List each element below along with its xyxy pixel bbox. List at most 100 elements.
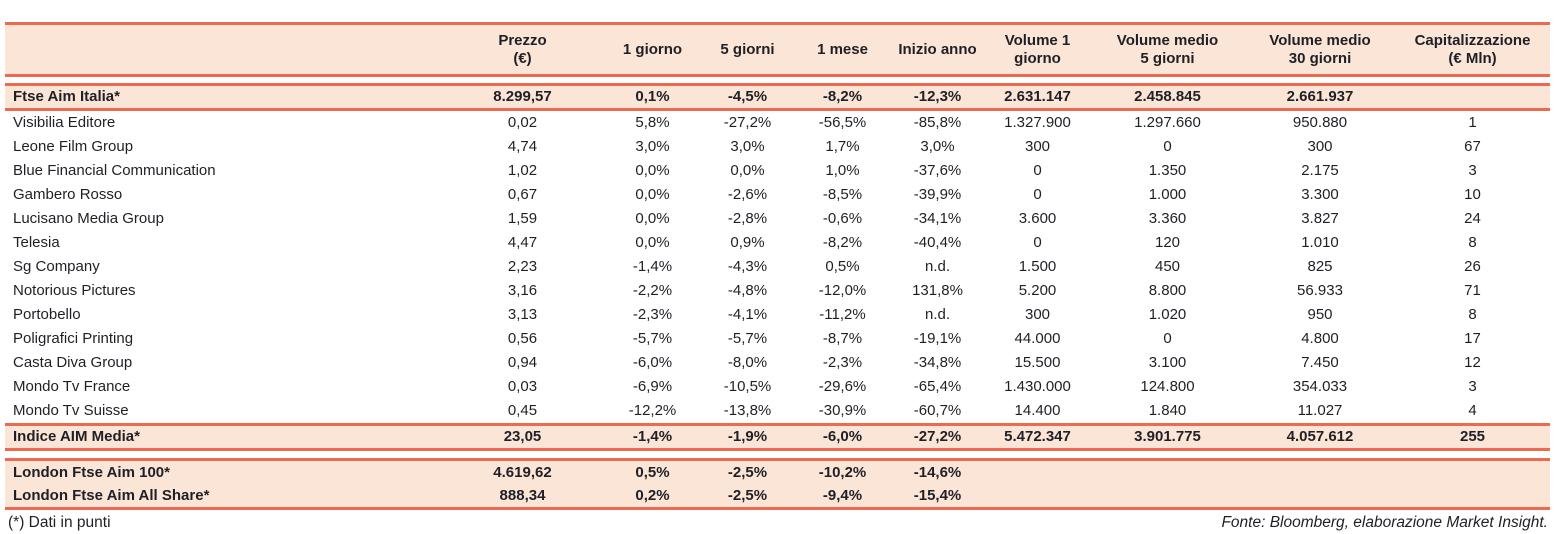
row-label: Mondo Tv France xyxy=(13,378,131,396)
row-label: Gambero Rosso xyxy=(13,186,123,204)
cell-value: 0,94 xyxy=(507,354,538,372)
cell-value: 300 xyxy=(1024,138,1051,156)
cell-value: 120 xyxy=(1154,234,1181,252)
cell-value: 1.350 xyxy=(1148,162,1187,180)
cell-value: 4.800 xyxy=(1301,330,1339,348)
cell-value: 300 xyxy=(1307,138,1333,156)
row-label: Portobello xyxy=(13,306,81,324)
row-label: Visibilia Editore xyxy=(13,114,116,132)
indice-aim-media-row: Indice AIM Media* 23,05 -1,4% -1,9% -6,0% -27… xyxy=(5,426,1550,448)
cell-value: 0,5% xyxy=(825,258,860,276)
cell-value: -15,4% xyxy=(913,486,962,504)
cell-value: n.d. xyxy=(924,306,951,324)
cell-value: 26 xyxy=(1464,258,1481,276)
ftse-aim-italia-band: Ftse Aim Italia* 8.299,57 0,1% -4,5% -8,2% -1… xyxy=(5,83,1550,111)
cell-value: -14,6% xyxy=(913,463,962,481)
column-header: Inizio anno xyxy=(898,40,977,58)
cell-value: 0,02 xyxy=(507,114,538,132)
cell-value: 67 xyxy=(1464,138,1481,156)
cell-value: 8 xyxy=(1468,306,1477,324)
cell-value: 4,74 xyxy=(507,138,538,156)
cell-value: -5,7% xyxy=(632,330,673,348)
row-label: Sg Company xyxy=(13,258,100,276)
cell-value: 8.299,57 xyxy=(493,88,552,106)
cell-value: 124.800 xyxy=(1140,378,1195,396)
cell-value: -65,4% xyxy=(913,378,962,396)
cell-value: 3.360 xyxy=(1148,210,1187,228)
cell-value: 0,45 xyxy=(507,402,538,420)
row-label: Mondo Tv Suisse xyxy=(13,402,129,420)
column-header: 5 giorni xyxy=(720,40,775,58)
cell-value: 2.661.937 xyxy=(1286,88,1354,106)
row-label: Ftse Aim Italia* xyxy=(13,88,120,106)
table-row: Leone Film Group 4,74 3,0% 3,0% 1,7% 3,0% 300 0… xyxy=(5,135,1550,159)
cell-value: 3,0% xyxy=(730,138,765,156)
cell-value: -27,2% xyxy=(723,114,772,132)
cell-value: n.d. xyxy=(924,258,951,276)
table-header-row: Prezzo (€) 1 giorno 5 giorni 1 mese Inizio a… xyxy=(5,25,1550,74)
cell-value: 950.880 xyxy=(1292,114,1348,132)
cell-value: 950 xyxy=(1307,306,1333,324)
cell-value: 2,23 xyxy=(507,258,538,276)
cell-value: 354.033 xyxy=(1292,378,1348,396)
row-label: Casta Diva Group xyxy=(13,354,133,372)
cell-value: 0 xyxy=(1163,138,1172,156)
cell-value: 4,47 xyxy=(507,234,538,252)
cell-value: 8 xyxy=(1468,234,1477,252)
cell-value: 0,0% xyxy=(635,162,670,180)
london-indices-band: London Ftse Aim 100* 4.619,62 0,5% -2,5% -10… xyxy=(5,458,1550,510)
cell-value: 4 xyxy=(1468,402,1477,420)
cell-value: 0 xyxy=(1033,186,1042,204)
cell-value: 1.327.900 xyxy=(1004,114,1071,132)
cell-value: 12 xyxy=(1464,354,1481,372)
column-header: Volume 1 giorno xyxy=(1004,32,1071,67)
cell-value: -40,4% xyxy=(913,234,962,252)
table-row: Gambero Rosso 0,67 0,0% -2,6% -8,5% -39,9% 0 1.… xyxy=(5,183,1550,207)
cell-value: -8,2% xyxy=(822,234,863,252)
cell-value: 0,1% xyxy=(635,88,670,106)
table-row: Sg Company 2,23 -1,4% -4,3% 0,5% n.d. 1.500 450… xyxy=(5,255,1550,279)
cell-value: -34,1% xyxy=(913,210,962,228)
column-header: Prezzo (€) xyxy=(498,32,547,67)
cell-value: -10,5% xyxy=(723,378,772,396)
cell-value: 1,7% xyxy=(825,138,860,156)
row-label: Blue Financial Communication xyxy=(13,162,216,180)
cell-value: 1.010 xyxy=(1301,234,1339,252)
cell-value: -6,0% xyxy=(822,428,863,446)
cell-value: -9,4% xyxy=(822,486,863,504)
cell-value: 0,56 xyxy=(507,330,538,348)
cell-value: 5.472.347 xyxy=(1004,428,1071,446)
cell-value: 1,59 xyxy=(507,210,538,228)
cell-value: -19,1% xyxy=(913,330,962,348)
cell-value: 17 xyxy=(1464,330,1481,348)
cell-value: -4,1% xyxy=(727,306,768,324)
indice-aim-media-band: Indice AIM Media* 23,05 -1,4% -1,9% -6,0% -27… xyxy=(5,423,1550,451)
cell-value: 4.619,62 xyxy=(493,463,552,481)
cell-value: -0,6% xyxy=(822,210,863,228)
cell-value: -12,0% xyxy=(818,282,867,300)
cell-value: -2,3% xyxy=(632,306,673,324)
cell-value: 56.933 xyxy=(1297,282,1343,300)
cell-value: 0,0% xyxy=(635,234,670,252)
divider-gap xyxy=(5,451,1550,458)
cell-value: -1,4% xyxy=(632,258,673,276)
column-header: Volume medio 5 giorni xyxy=(1116,32,1219,67)
cell-value: -60,7% xyxy=(913,402,962,420)
cell-value: -1,9% xyxy=(727,428,768,446)
cell-value: -34,8% xyxy=(913,354,962,372)
row-label: Poligrafici Printing xyxy=(13,330,134,348)
cell-value: -6,9% xyxy=(632,378,673,396)
table-row: Notorious Pictures 3,16 -2,2% -4,8% -12,0% 13… xyxy=(5,279,1550,303)
cell-value: 8.800 xyxy=(1148,282,1187,300)
table-row: Telesia 4,47 0,0% 0,9% -8,2% -40,4% 0 120 1.010 8 xyxy=(5,231,1550,255)
cell-value: 0 xyxy=(1033,162,1042,180)
cell-value: 1.500 xyxy=(1018,258,1057,276)
cell-value: -1,4% xyxy=(632,428,673,446)
divider-gap xyxy=(5,77,1550,83)
london-index-row: London Ftse Aim All Share* 888,34 0,2% -2,5… xyxy=(5,484,1550,507)
cell-value: -56,5% xyxy=(818,114,867,132)
cell-value: 3 xyxy=(1468,378,1477,396)
cell-value: -12,3% xyxy=(913,88,962,106)
cell-value: -85,8% xyxy=(913,114,962,132)
cell-value: 300 xyxy=(1024,306,1051,324)
